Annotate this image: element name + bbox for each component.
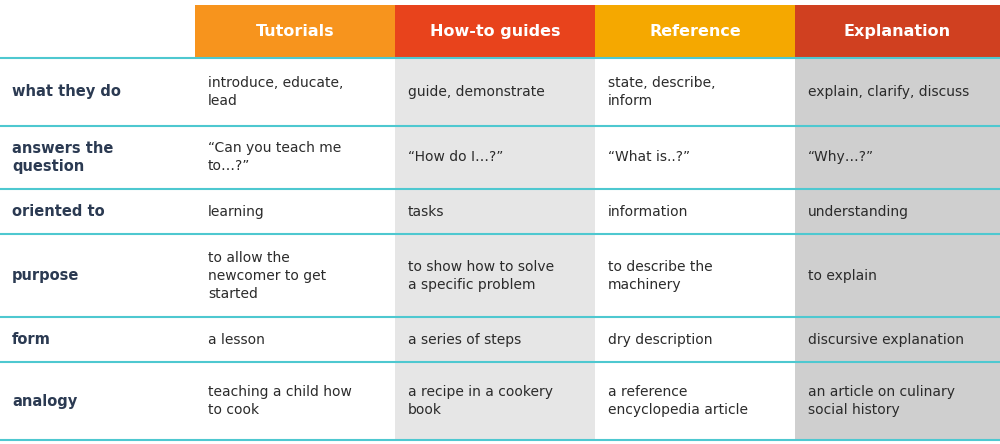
Text: Explanation: Explanation — [844, 24, 951, 39]
Bar — [195, 362, 395, 440]
Bar — [395, 234, 595, 317]
Bar — [595, 5, 795, 58]
Text: a recipe in a cookery
book: a recipe in a cookery book — [408, 385, 553, 417]
Bar — [595, 362, 795, 440]
Bar — [195, 189, 395, 234]
Bar — [795, 5, 1000, 58]
Text: “Why…?”: “Why…?” — [808, 151, 874, 164]
Text: teaching a child how
to cook: teaching a child how to cook — [208, 385, 352, 417]
Text: information: information — [608, 205, 688, 218]
Text: answers the
question: answers the question — [12, 141, 113, 174]
Bar — [0, 58, 195, 126]
Text: what they do: what they do — [12, 84, 121, 99]
Bar — [595, 234, 795, 317]
Text: purpose: purpose — [12, 268, 79, 283]
Bar — [195, 234, 395, 317]
Text: analogy: analogy — [12, 394, 77, 409]
Bar — [195, 58, 395, 126]
Bar — [395, 317, 595, 362]
Bar — [795, 362, 1000, 440]
Text: understanding: understanding — [808, 205, 909, 218]
Bar — [0, 317, 195, 362]
Bar — [595, 317, 795, 362]
Text: How-to guides: How-to guides — [430, 24, 560, 39]
Text: explain, clarify, discuss: explain, clarify, discuss — [808, 85, 969, 99]
Bar — [0, 126, 195, 189]
Bar — [195, 126, 395, 189]
Bar — [0, 362, 195, 440]
Bar — [795, 317, 1000, 362]
Text: “What is..?”: “What is..?” — [608, 151, 690, 164]
Text: tasks: tasks — [408, 205, 445, 218]
Text: to explain: to explain — [808, 269, 877, 283]
Bar — [395, 126, 595, 189]
Bar — [195, 5, 395, 58]
Text: a lesson: a lesson — [208, 333, 265, 347]
Text: form: form — [12, 332, 51, 347]
Bar — [395, 58, 595, 126]
Text: to describe the
machinery: to describe the machinery — [608, 260, 713, 292]
Text: a series of steps: a series of steps — [408, 333, 521, 347]
Text: dry description: dry description — [608, 333, 712, 347]
Bar — [795, 234, 1000, 317]
Bar — [0, 189, 195, 234]
Bar — [795, 58, 1000, 126]
Text: to show how to solve
a specific problem: to show how to solve a specific problem — [408, 260, 554, 292]
Text: Reference: Reference — [649, 24, 741, 39]
Text: to allow the
newcomer to get
started: to allow the newcomer to get started — [208, 251, 326, 301]
Text: oriented to: oriented to — [12, 204, 105, 219]
Text: discursive explanation: discursive explanation — [808, 333, 964, 347]
Bar — [0, 234, 195, 317]
Bar — [595, 126, 795, 189]
Bar — [195, 317, 395, 362]
Bar — [795, 126, 1000, 189]
Text: “How do I…?”: “How do I…?” — [408, 151, 503, 164]
Text: introduce, educate,
lead: introduce, educate, lead — [208, 76, 343, 108]
Text: Tutorials: Tutorials — [256, 24, 334, 39]
Text: guide, demonstrate: guide, demonstrate — [408, 85, 545, 99]
Bar — [795, 189, 1000, 234]
Text: state, describe,
inform: state, describe, inform — [608, 76, 716, 108]
Bar — [395, 362, 595, 440]
Text: an article on culinary
social history: an article on culinary social history — [808, 385, 955, 417]
Bar — [595, 189, 795, 234]
Bar — [395, 189, 595, 234]
Text: “Can you teach me
to…?”: “Can you teach me to…?” — [208, 142, 341, 173]
Text: learning: learning — [208, 205, 265, 218]
Bar — [395, 5, 595, 58]
Text: a reference
encyclopedia article: a reference encyclopedia article — [608, 385, 748, 417]
Bar — [595, 58, 795, 126]
